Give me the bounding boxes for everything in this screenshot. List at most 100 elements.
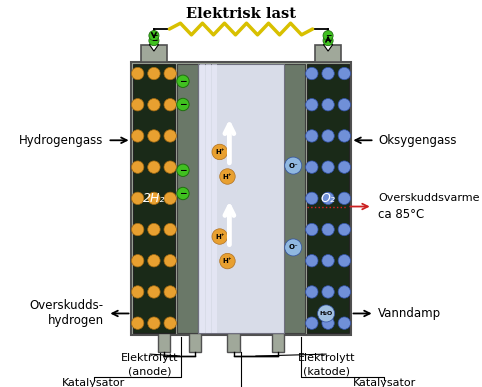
Bar [158,333,170,352]
Bar [272,333,284,352]
Circle shape [177,75,189,87]
Circle shape [164,161,176,173]
Bar [316,45,341,62]
Circle shape [306,67,318,80]
Bar [199,64,283,333]
Circle shape [132,99,144,111]
Circle shape [220,253,235,269]
Circle shape [164,67,176,80]
Circle shape [212,144,228,160]
Circle shape [322,161,335,173]
Circle shape [322,317,335,329]
Text: −: − [179,100,187,109]
Polygon shape [323,45,333,51]
Circle shape [132,223,144,236]
Circle shape [318,305,335,322]
Text: Hydrogengass: Hydrogengass [19,134,104,147]
Circle shape [306,161,318,173]
Circle shape [322,130,335,142]
Text: Oksygengass: Oksygengass [378,134,457,147]
Circle shape [306,192,318,205]
Circle shape [338,286,350,298]
Circle shape [212,229,228,244]
Circle shape [132,255,144,267]
Bar [133,64,175,333]
Text: O⁻: O⁻ [288,163,298,169]
Circle shape [323,36,333,46]
Circle shape [338,99,350,111]
Circle shape [147,67,160,80]
Text: H₂O: H₂O [320,311,333,316]
Text: H⁺: H⁺ [223,258,232,264]
Circle shape [147,286,160,298]
Circle shape [132,317,144,329]
Text: (anode): (anode) [128,366,172,377]
Text: −: − [179,77,187,86]
Circle shape [149,36,159,46]
Circle shape [177,187,189,200]
Circle shape [132,286,144,298]
Text: 2H₂: 2H₂ [143,192,165,205]
Circle shape [285,157,302,174]
Text: −: − [325,36,331,45]
Circle shape [338,161,350,173]
Circle shape [164,223,176,236]
Circle shape [132,161,144,173]
Circle shape [338,223,350,236]
Text: hydrogen: hydrogen [48,313,104,327]
Circle shape [132,192,144,205]
Text: Vanndamp: Vanndamp [378,307,442,320]
Circle shape [177,164,189,176]
Circle shape [147,99,160,111]
Circle shape [132,130,144,142]
Circle shape [322,99,335,111]
Text: −: − [179,166,187,175]
Text: −: − [151,36,157,45]
Bar [206,64,211,333]
Circle shape [220,169,235,184]
Circle shape [322,67,335,80]
Circle shape [132,67,144,80]
Circle shape [147,223,160,236]
Circle shape [147,317,160,329]
Text: Katalysator: Katalysator [62,378,126,387]
Circle shape [177,98,189,111]
Circle shape [323,31,333,41]
Circle shape [338,130,350,142]
Text: Overskudds-: Overskudds- [29,299,104,312]
Circle shape [164,255,176,267]
Circle shape [285,239,302,256]
Circle shape [147,192,160,205]
Circle shape [164,286,176,298]
Circle shape [147,161,160,173]
Circle shape [164,99,176,111]
Circle shape [306,317,318,329]
Bar [201,64,205,333]
Circle shape [306,130,318,142]
Text: −: − [151,31,157,40]
Bar [141,45,166,62]
Text: H⁺: H⁺ [215,233,225,240]
Circle shape [338,317,350,329]
Circle shape [322,223,335,236]
Bar [189,333,201,352]
Text: Katalysator: Katalysator [352,378,416,387]
Circle shape [306,223,318,236]
Circle shape [306,286,318,298]
Bar [307,64,349,333]
Polygon shape [149,45,159,51]
Text: O⁻: O⁻ [288,245,298,250]
Circle shape [164,130,176,142]
Circle shape [306,99,318,111]
Circle shape [322,192,335,205]
Bar [283,64,305,333]
Bar [212,64,216,333]
Circle shape [147,255,160,267]
Circle shape [164,192,176,205]
Text: Overskuddsvarme: Overskuddsvarme [378,194,480,203]
Bar [177,64,199,333]
Circle shape [322,255,335,267]
Text: −: − [325,31,331,40]
Text: H⁺: H⁺ [215,149,225,155]
Text: ca 85°C: ca 85°C [378,208,425,221]
